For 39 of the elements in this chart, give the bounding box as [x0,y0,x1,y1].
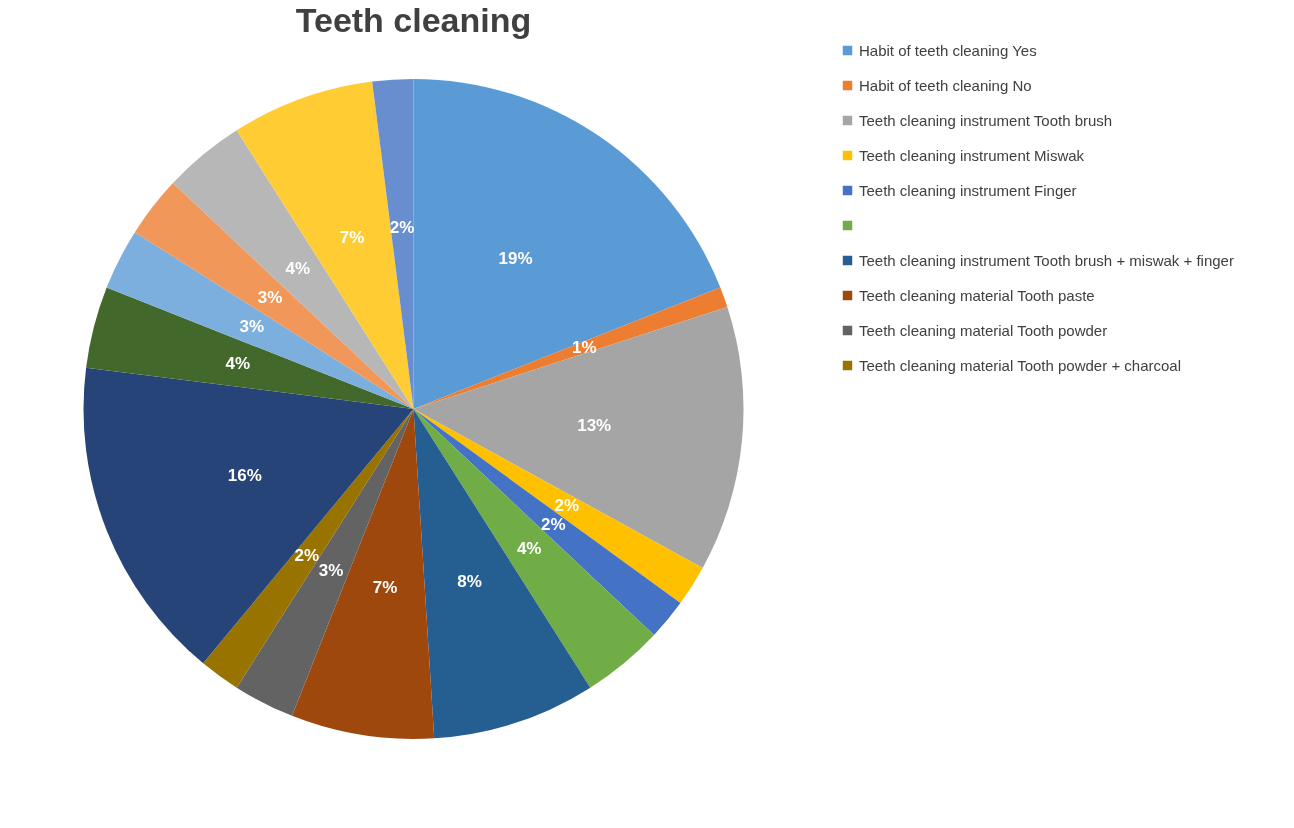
data-label: 13% [577,416,612,436]
pie-slice [172,130,414,409]
data-label: 8% [457,571,482,591]
pie-slice [106,232,414,409]
data-label: 4% [225,353,250,373]
data-label: 19% [498,248,533,268]
legend-label: Teeth cleaning instrument Tooth brush [859,111,1113,129]
pie-slice [413,409,681,635]
data-label: 1% [571,337,597,357]
pie-slice [413,307,744,568]
data-label: 2% [554,496,580,516]
data-label: 3% [239,316,265,336]
legend-label: Teeth cleaning material Tooth powder [859,321,1108,339]
legend-label: Habit of teeth cleaning No [859,76,1032,94]
data-label: 7% [372,578,398,598]
data-label: 4% [285,259,311,279]
pie-slice [372,79,414,409]
pie-slice [86,287,414,409]
data-label: 2% [541,514,566,534]
data-label: 2% [294,545,320,565]
legend-label: Teeth cleaning material Tooth powder + charcoal [859,356,1182,374]
pie-slice [413,79,721,409]
legend-label: Teeth cleaning material Tooth paste [859,286,1095,304]
legend-label: Teeth cleaning instrument Finger [859,181,1077,199]
data-label: 4% [516,538,542,558]
pie-slice [134,183,414,409]
pie-slice [83,367,414,664]
legend-label: Teeth cleaning instrument Miswak [859,146,1085,164]
pie-slice [413,409,655,688]
pie-slice [292,409,435,739]
data-label: 3% [257,287,283,307]
data-label: 16% [227,465,262,485]
data-label: 7% [339,228,365,248]
legend-label: Habit of teeth cleaning Yes [859,41,1037,59]
legend-label: Teeth cleaning instrument Tooth brush + miswak + finger [859,251,1234,269]
chart-title: Teeth cleaning [295,1,532,39]
pie-slice [203,409,414,688]
data-label: 2% [389,217,415,237]
data-label: 3% [318,560,344,580]
